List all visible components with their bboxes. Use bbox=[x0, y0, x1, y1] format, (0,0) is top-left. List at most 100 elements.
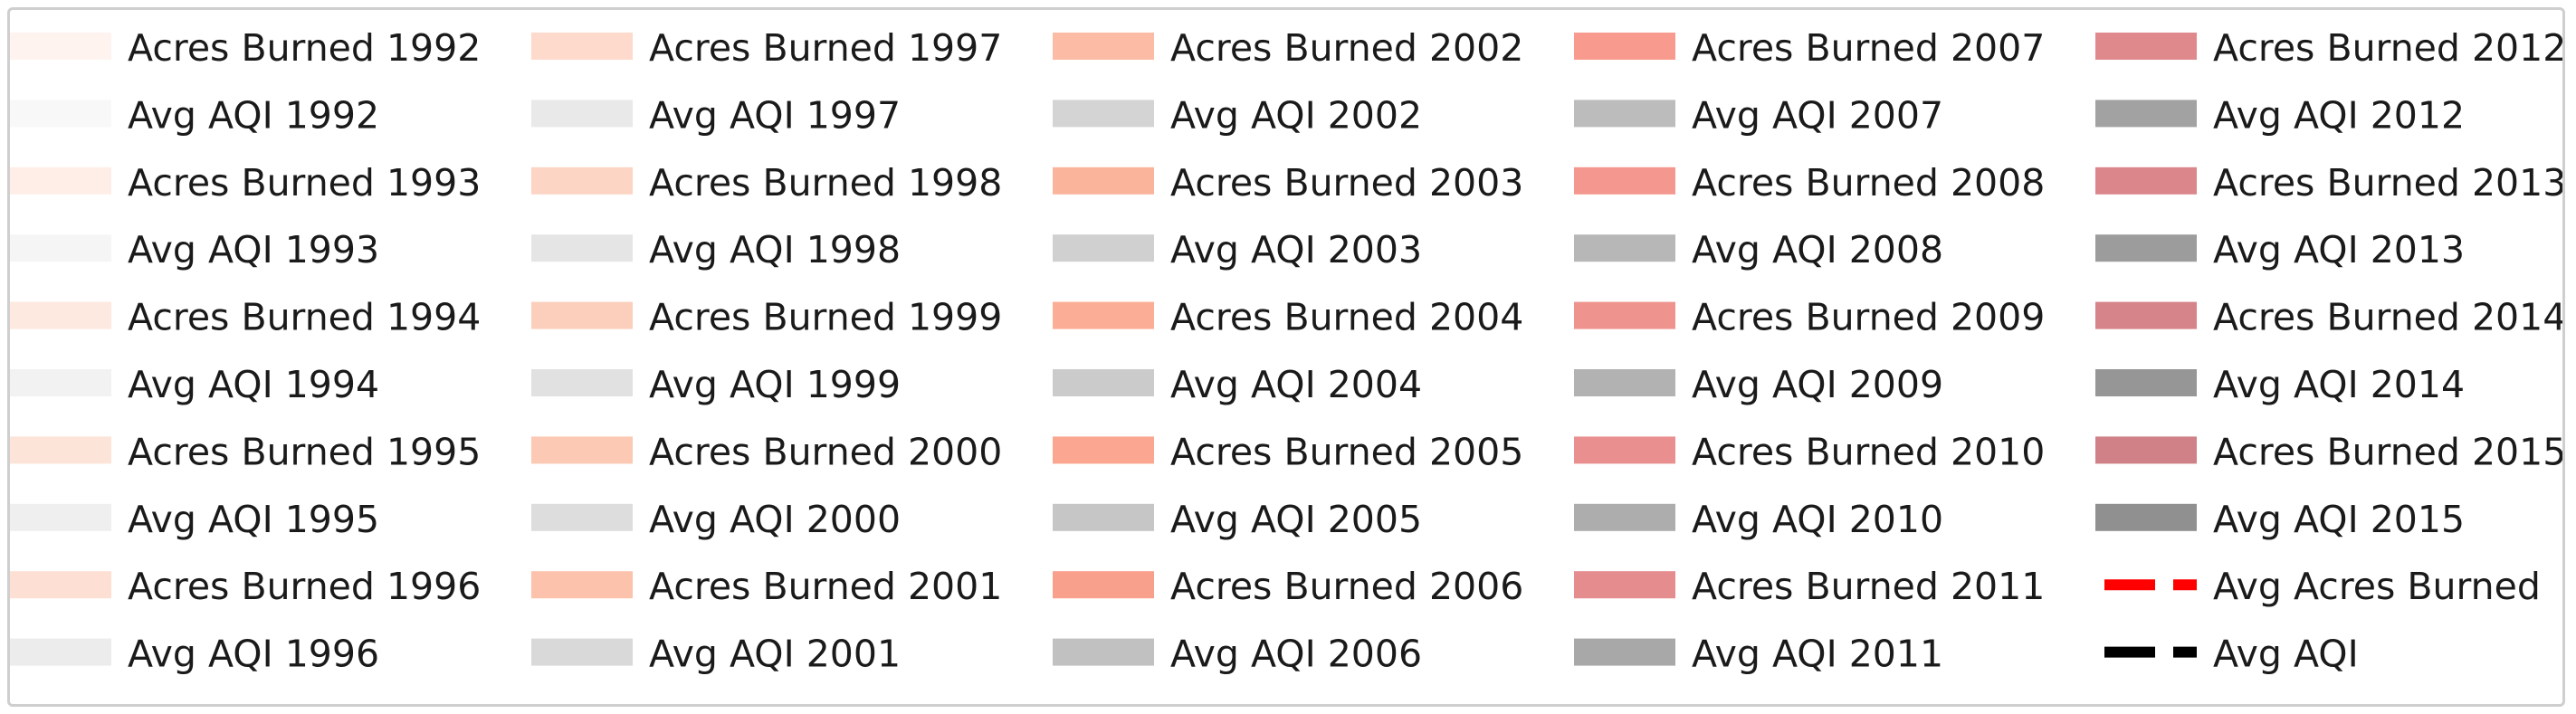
legend-entry-acres-burned-1998: Acres Burned 1998 bbox=[531, 161, 1002, 205]
legend-swatch-avg-aqi-2008 bbox=[1574, 234, 1675, 262]
legend-entry-avg-aqi-1994: Avg AQI 1994 bbox=[10, 363, 379, 406]
legend-label-avg-aqi-1999: Avg AQI 1999 bbox=[649, 363, 901, 406]
legend-label-avg-aqi-2006: Avg AQI 2006 bbox=[1170, 633, 1422, 676]
legend-label-avg-aqi-2005: Avg AQI 2005 bbox=[1170, 498, 1422, 541]
legend-swatch-acres-burned-2005 bbox=[1053, 436, 1154, 464]
legend-label-acres-burned-2004: Acres Burned 2004 bbox=[1170, 296, 1523, 339]
legend-entry-acres-burned-2002: Acres Burned 2002 bbox=[1053, 26, 1523, 70]
legend-swatch-acres-burned-2010 bbox=[1574, 436, 1675, 464]
legend-entry-acres-burned-1995: Acres Burned 1995 bbox=[10, 430, 481, 473]
legend-label-acres-burned-1997: Acres Burned 1997 bbox=[649, 26, 1002, 70]
legend-label-acres-burned-2005: Acres Burned 2005 bbox=[1170, 430, 1523, 473]
legend-entry-avg-aqi-1997: Avg AQI 1997 bbox=[531, 93, 901, 137]
legend-swatch-acres-burned-2008 bbox=[1574, 167, 1675, 195]
legend-swatch-avg-aqi-2010 bbox=[1574, 503, 1675, 531]
legend-label-acres-burned-2001: Acres Burned 2001 bbox=[649, 565, 1002, 608]
legend-label-avg-aqi-2012: Avg AQI 2012 bbox=[2213, 93, 2465, 137]
legend-label-avg-aqi-1996: Avg AQI 1996 bbox=[128, 633, 379, 676]
legend-entry-acres-burned-2015: Acres Burned 2015 bbox=[2095, 430, 2562, 473]
legend-entry-avg-aqi-2007: Avg AQI 2007 bbox=[1574, 93, 1943, 137]
legend-swatch-avg-aqi-2003 bbox=[1053, 234, 1154, 262]
legend-entry-avg-aqi-2005: Avg AQI 2005 bbox=[1053, 498, 1422, 541]
legend-label-acres-burned-2009: Acres Burned 2009 bbox=[1692, 296, 2045, 339]
legend-entry-avg-aqi-2014: Avg AQI 2014 bbox=[2095, 363, 2465, 406]
legend-entry-acres-burned-2007: Acres Burned 2007 bbox=[1574, 26, 2045, 70]
legend-swatch-avg-aqi-2009 bbox=[1574, 369, 1675, 396]
legend-label-acres-burned-1993: Acres Burned 1993 bbox=[128, 161, 481, 205]
legend-label-acres-burned-2010: Acres Burned 2010 bbox=[1692, 430, 2045, 473]
legend-label-avg-aqi-2014: Avg AQI 2014 bbox=[2213, 363, 2465, 406]
legend-entry-avg-aqi-1993: Avg AQI 1993 bbox=[10, 228, 379, 271]
legend-entry-avg-acres-burned: Avg Acres Burned bbox=[2104, 565, 2541, 608]
legend-entry-acres-burned-1999: Acres Burned 1999 bbox=[531, 296, 1002, 339]
legend-label-avg-aqi-1994: Avg AQI 1994 bbox=[128, 363, 379, 406]
legend-label-acres-burned-2000: Acres Burned 2000 bbox=[649, 430, 1002, 473]
legend-entry-acres-burned-1994: Acres Burned 1994 bbox=[10, 296, 481, 339]
legend-swatch-avg-aqi-2002 bbox=[1053, 100, 1154, 128]
legend-swatch-acres-burned-2012 bbox=[2095, 33, 2197, 60]
legend-entry-avg-aqi-2013: Avg AQI 2013 bbox=[2095, 228, 2465, 271]
legend-label-acres-burned-1992: Acres Burned 1992 bbox=[128, 26, 481, 70]
legend-entry-acres-burned-2005: Acres Burned 2005 bbox=[1053, 430, 1523, 473]
legend-swatch-acres-burned-2003 bbox=[1053, 167, 1154, 195]
legend-entry-avg-aqi-2006: Avg AQI 2006 bbox=[1053, 633, 1422, 676]
legend-label-avg-aqi-2004: Avg AQI 2004 bbox=[1170, 363, 1422, 406]
legend-label-acres-burned-1999: Acres Burned 1999 bbox=[649, 296, 1002, 339]
legend-label-acres-burned-2007: Acres Burned 2007 bbox=[1692, 26, 2045, 70]
legend-entry-avg-aqi: Avg AQI bbox=[2104, 633, 2359, 676]
legend-label-acres-burned-2012: Acres Burned 2012 bbox=[2213, 26, 2562, 70]
legend-label-avg-aqi-2001: Avg AQI 2001 bbox=[649, 633, 901, 676]
legend-label-avg-aqi-2000: Avg AQI 2000 bbox=[649, 498, 901, 541]
legend-swatch-acres-burned-2009 bbox=[1574, 301, 1675, 329]
legend-entry-avg-aqi-2001: Avg AQI 2001 bbox=[531, 633, 901, 676]
legend-label-avg-acres-burned: Avg Acres Burned bbox=[2213, 565, 2541, 608]
legend-swatch-avg-aqi-2001 bbox=[531, 638, 633, 666]
legend-entry-acres-burned-2011: Acres Burned 2011 bbox=[1574, 565, 2045, 608]
legend-swatch-acres-burned-2001 bbox=[531, 571, 633, 599]
legend-swatch-acres-burned-1995 bbox=[10, 436, 111, 464]
legend-label-avg-aqi-2013: Avg AQI 2013 bbox=[2213, 228, 2465, 271]
legend-label-avg-aqi-2007: Avg AQI 2007 bbox=[1692, 93, 1943, 137]
legend-label-acres-burned-2006: Acres Burned 2006 bbox=[1170, 565, 1523, 608]
legend-entry-avg-aqi-1995: Avg AQI 1995 bbox=[10, 498, 379, 541]
legend-label-avg-aqi-2011: Avg AQI 2011 bbox=[1692, 633, 1943, 676]
legend-label-acres-burned-2011: Acres Burned 2011 bbox=[1692, 565, 2045, 608]
legend-label-avg-aqi-2008: Avg AQI 2008 bbox=[1692, 228, 1943, 271]
legend-swatch-acres-burned-2013 bbox=[2095, 167, 2197, 195]
legend-swatch-acres-burned-1994 bbox=[10, 301, 111, 329]
legend-entry-acres-burned-2008: Acres Burned 2008 bbox=[1574, 161, 2045, 205]
legend-entry-acres-burned-2004: Acres Burned 2004 bbox=[1053, 296, 1523, 339]
legend-swatch-avg-aqi-1994 bbox=[10, 369, 111, 396]
legend-label-acres-burned-2013: Acres Burned 2013 bbox=[2213, 161, 2562, 205]
legend-swatch-avg-aqi-1998 bbox=[531, 234, 633, 262]
legend-entry-acres-burned-2010: Acres Burned 2010 bbox=[1574, 430, 2045, 473]
legend-swatch-acres-burned-1999 bbox=[531, 301, 633, 329]
legend-entry-acres-burned-1993: Acres Burned 1993 bbox=[10, 161, 481, 205]
legend-entry-acres-burned-2003: Acres Burned 2003 bbox=[1053, 161, 1523, 205]
legend-label-avg-aqi: Avg AQI bbox=[2213, 633, 2359, 676]
legend-entry-acres-burned-2012: Acres Burned 2012 bbox=[2095, 26, 2562, 70]
legend-swatch-avg-aqi-2004 bbox=[1053, 369, 1154, 396]
legend-label-avg-aqi-2002: Avg AQI 2002 bbox=[1170, 93, 1422, 137]
legend-entry-acres-burned-2013: Acres Burned 2013 bbox=[2095, 161, 2562, 205]
legend-entry-acres-burned-2009: Acres Burned 2009 bbox=[1574, 296, 2045, 339]
legend-entry-avg-aqi-2015: Avg AQI 2015 bbox=[2095, 498, 2465, 541]
legend-entry-avg-aqi-2010: Avg AQI 2010 bbox=[1574, 498, 1943, 541]
chart-legend: Acres Burned 1992 Avg AQI 1992 Acres Burne… bbox=[7, 7, 2565, 707]
legend-entry-acres-burned-1997: Acres Burned 1997 bbox=[531, 26, 1002, 70]
legend-label-avg-aqi-2003: Avg AQI 2003 bbox=[1170, 228, 1422, 271]
legend-swatch-avg-aqi-2005 bbox=[1053, 503, 1154, 531]
legend-swatch-acres-burned-2002 bbox=[1053, 33, 1154, 60]
legend-entry-avg-aqi-1992: Avg AQI 1992 bbox=[10, 93, 379, 137]
legend-entry-avg-aqi-1996: Avg AQI 1996 bbox=[10, 633, 379, 676]
legend-swatch-avg-aqi-1999 bbox=[531, 369, 633, 396]
legend-label-avg-aqi-2010: Avg AQI 2010 bbox=[1692, 498, 1943, 541]
legend-label-avg-aqi-1995: Avg AQI 1995 bbox=[128, 498, 379, 541]
legend-entry-acres-burned-1992: Acres Burned 1992 bbox=[10, 26, 481, 70]
legend-entry-avg-aqi-2012: Avg AQI 2012 bbox=[2095, 93, 2465, 137]
legend-label-acres-burned-1995: Acres Burned 1995 bbox=[128, 430, 481, 473]
legend-label-acres-burned-2002: Acres Burned 2002 bbox=[1170, 26, 1523, 70]
legend-swatch-avg-aqi-1997 bbox=[531, 100, 633, 128]
legend-label-acres-burned-1998: Acres Burned 1998 bbox=[649, 161, 1002, 205]
legend-entry-acres-burned-2000: Acres Burned 2000 bbox=[531, 430, 1002, 473]
